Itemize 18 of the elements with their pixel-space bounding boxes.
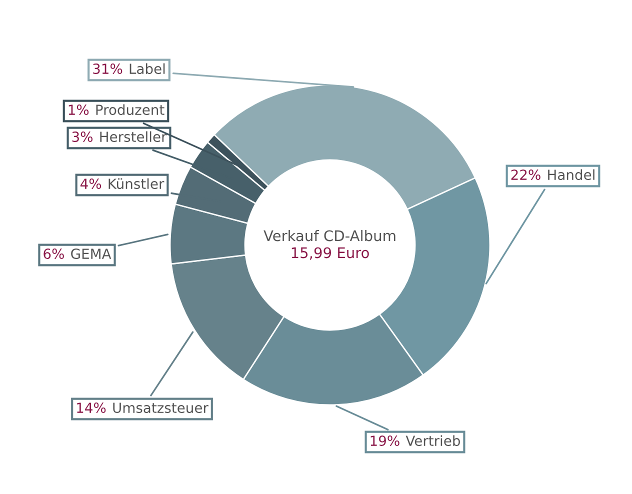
slice-label: Umsatzsteuer [113,402,208,414]
data-label: 4% [80,178,102,190]
slice-label: Produzent [96,104,164,116]
data-label: 14% [77,402,106,414]
slice-label: GEMA [71,248,112,260]
data-label: 19% [370,436,400,446]
data-label: 3% [72,132,93,142]
slice-label: Künstler [108,178,164,190]
text: Verkauf CD-Album [264,230,396,242]
slice-label: Handel [548,169,594,180]
slice-label: Label [130,63,165,74]
data-label: 1% [68,104,89,116]
data-label: 31% [93,64,122,74]
text: 15,99 Euro [292,247,369,260]
data-label: 6% [44,248,64,260]
slice-label: Vertrieb [406,435,460,446]
data-label: 22% [511,170,540,180]
slice-label: Hersteller [100,131,167,142]
